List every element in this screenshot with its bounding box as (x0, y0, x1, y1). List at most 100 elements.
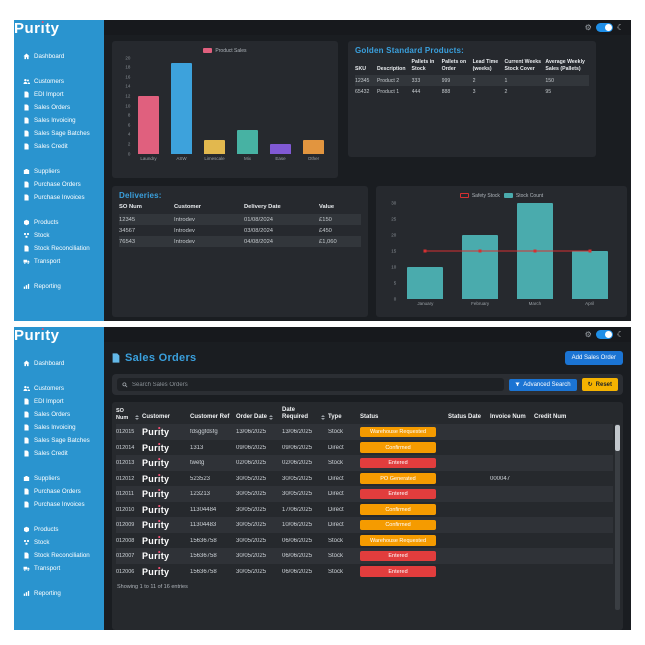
sidebar-item-customers[interactable]: Customers (14, 75, 104, 88)
sidebar-item-stock[interactable]: Stock (14, 229, 104, 242)
sidebar-item-sales-invoicing[interactable]: Sales Invoicing (14, 114, 104, 127)
sidebar-item-edi-import[interactable]: EDI Import (14, 395, 104, 408)
y-axis-tick: 14 (125, 83, 131, 89)
table-row[interactable]: 012011 Purıty 123213 30/05/2025 30/05/2025 Di… (116, 486, 613, 502)
table-cell: Introdev (174, 227, 195, 234)
box-icon (23, 526, 30, 533)
scrollbar-thumb[interactable] (615, 425, 620, 451)
column-header-type[interactable]: Type (328, 414, 360, 421)
sidebar-item-stock[interactable]: Stock (14, 536, 104, 549)
sidebar-item-stock-reconciliation[interactable]: Stock Reconciliation (14, 242, 104, 255)
sidebar-item-customers[interactable]: Customers (14, 382, 104, 395)
sidebar-item-purchase-invoices[interactable]: Purchase Invoices (14, 498, 104, 511)
table-cell: 12345 (355, 77, 370, 84)
table-row[interactable]: 12345 Introdev 01/08/2024 £150 (119, 214, 361, 226)
cell-so-num: 012008 (116, 537, 135, 544)
sidebar-item-products[interactable]: Products (14, 216, 104, 229)
sidebar-item-suppliers[interactable]: Suppliers (14, 472, 104, 485)
sidebar-item-purchase-invoices[interactable]: Purchase Invoices (14, 191, 104, 204)
column-header-date-required[interactable]: Date Required (282, 407, 328, 421)
sidebar-item-transport[interactable]: Transport (14, 562, 104, 575)
table-cell: 04/08/2024 (244, 238, 274, 245)
sidebar-item-sales-sage-batches[interactable]: Sales Sage Batches (14, 127, 104, 140)
cell-type: Direct (328, 491, 344, 498)
sidebar-item-purchase-orders[interactable]: Purchase Orders (14, 485, 104, 498)
sidebar-item-suppliers[interactable]: Suppliers (14, 165, 104, 178)
sidebar-item-stock-reconciliation[interactable]: Stock Reconciliation (14, 549, 104, 562)
pallet-icon (23, 232, 30, 239)
cell-customer-ref: 123213 (190, 491, 211, 498)
sidebar-item-dashboard[interactable]: Dashboard (14, 50, 104, 63)
column-header-status-date[interactable]: Status Date (448, 414, 490, 421)
sidebar-item-sales-orders[interactable]: Sales Orders (14, 101, 104, 114)
sidebar-item-transport[interactable]: Transport (14, 255, 104, 268)
moon-icon[interactable]: ☾ (616, 329, 624, 339)
topbar: ⚙ ☾ (104, 20, 631, 35)
sidebar-item-products[interactable]: Products (14, 523, 104, 536)
truck-icon (23, 258, 30, 265)
search-input[interactable] (132, 381, 500, 388)
x-axis-label: Limescale (204, 156, 225, 161)
sidebar-group: Products Stock Stock Reconciliation Transpo… (14, 523, 104, 575)
logo-text: ty (160, 473, 170, 484)
column-header-credit-num[interactable]: Credit Num (534, 414, 574, 421)
bars-container (132, 58, 330, 154)
table-row[interactable]: 012013 Purıty twetg 02/06/2025 02/06/2025 Sto… (116, 455, 613, 471)
sidebar-item-sales-sage-batches[interactable]: Sales Sage Batches (14, 434, 104, 447)
purity-logo: Purıty (142, 536, 169, 546)
sort-down-caret (135, 418, 139, 421)
sidebar-item-label: Dashboard (34, 53, 65, 60)
table-row[interactable]: 76543 Introdev 04/08/2024 £1,060 (119, 236, 361, 248)
settings-gear-icon[interactable]: ⚙ (584, 22, 592, 32)
column-header-order-date[interactable]: Order Date (236, 414, 282, 421)
advanced-search-button[interactable]: Advanced Search (509, 378, 577, 391)
table-row[interactable]: 012006 Purıty 15636758 30/05/2025 06/06/2025… (116, 564, 613, 580)
theme-toggle[interactable] (595, 330, 613, 339)
column-header-so-num[interactable]: SO Num (116, 408, 142, 421)
cell-type: Direct (328, 522, 344, 529)
settings-gear-icon[interactable]: ⚙ (584, 329, 592, 339)
deliveries-card: Deliveries: SO Num Customer Delivery Date V… (112, 186, 368, 317)
cell-so-num: 012011 (116, 491, 134, 498)
table-row[interactable]: 012009 Purıty 11304483 30/05/2025 10/06/2025… (116, 517, 613, 533)
cell-status: PO Generated (360, 473, 448, 484)
table-row[interactable]: 012010 Purıty 11304484 30/05/2025 17/06/2025… (116, 502, 613, 518)
column-header-customer[interactable]: Customer (142, 414, 190, 421)
table-row[interactable]: 34567 Introdev 03/08/2024 £450 (119, 225, 361, 236)
reset-button[interactable]: ↻ Reset (581, 378, 618, 391)
table-cell: £450 (319, 227, 332, 234)
table-row[interactable]: 65432 Product 1 444 888 3 2 95 (355, 86, 589, 97)
sidebar-item-purchase-orders[interactable]: Purchase Orders (14, 178, 104, 191)
theme-toggle[interactable] (595, 23, 613, 32)
sidebar-group: Customers EDI Import Sales Orders Sales Inv… (14, 75, 104, 153)
logo-text: Pur (142, 427, 158, 438)
customers-icon (23, 385, 30, 392)
table-row[interactable]: 12345 Product 2 333 999 2 1 150 (355, 75, 589, 86)
column-header-status[interactable]: Status (360, 414, 448, 421)
sidebar-item-sales-invoicing[interactable]: Sales Invoicing (14, 421, 104, 434)
table-scrollbar[interactable] (615, 424, 620, 610)
column-header-invoice-num[interactable]: Invoice Num (490, 414, 534, 421)
cell-customer-ref: 1313 (190, 444, 204, 451)
add-sales-order-button[interactable]: Add Sales Order (564, 351, 623, 365)
table-cell: 65432 (355, 88, 370, 95)
sidebar-item-reporting[interactable]: Reporting (14, 280, 104, 293)
sidebar-item-sales-credit[interactable]: Sales Credit (14, 140, 104, 153)
table-row[interactable]: 012014 Purıty 1313 09/06/2025 09/06/2025 Dire… (116, 440, 613, 456)
column-header-value: Value (319, 204, 335, 210)
sidebar-item-edi-import[interactable]: EDI Import (14, 88, 104, 101)
column-header-customer-ref[interactable]: Customer Ref (190, 414, 236, 421)
table-row[interactable]: 012015 Purıty fdsggfdsfg 13/06/2025 13/06/20… (116, 424, 613, 440)
table-row[interactable]: 012008 Purıty 15636758 30/05/2025 06/06/2025… (116, 533, 613, 549)
table-row[interactable]: 012012 Purıty 523523 30/05/2025 30/05/2025 Di… (116, 471, 613, 487)
sidebar-item-sales-orders[interactable]: Sales Orders (14, 408, 104, 421)
sidebar-item-sales-credit[interactable]: Sales Credit (14, 447, 104, 460)
status-badge: Confirmed (360, 504, 436, 515)
sidebar-item-dashboard[interactable]: Dashboard (14, 357, 104, 370)
moon-icon[interactable]: ☾ (616, 22, 624, 32)
sidebar-item-label: Sales Sage Batches (34, 437, 90, 444)
search-box[interactable] (117, 378, 505, 391)
sidebar-item-reporting[interactable]: Reporting (14, 587, 104, 600)
table-row[interactable]: 012007 Purıty 15636758 30/05/2025 06/06/2025… (116, 548, 613, 564)
legend-item-product-sales: Product Sales (203, 48, 247, 54)
